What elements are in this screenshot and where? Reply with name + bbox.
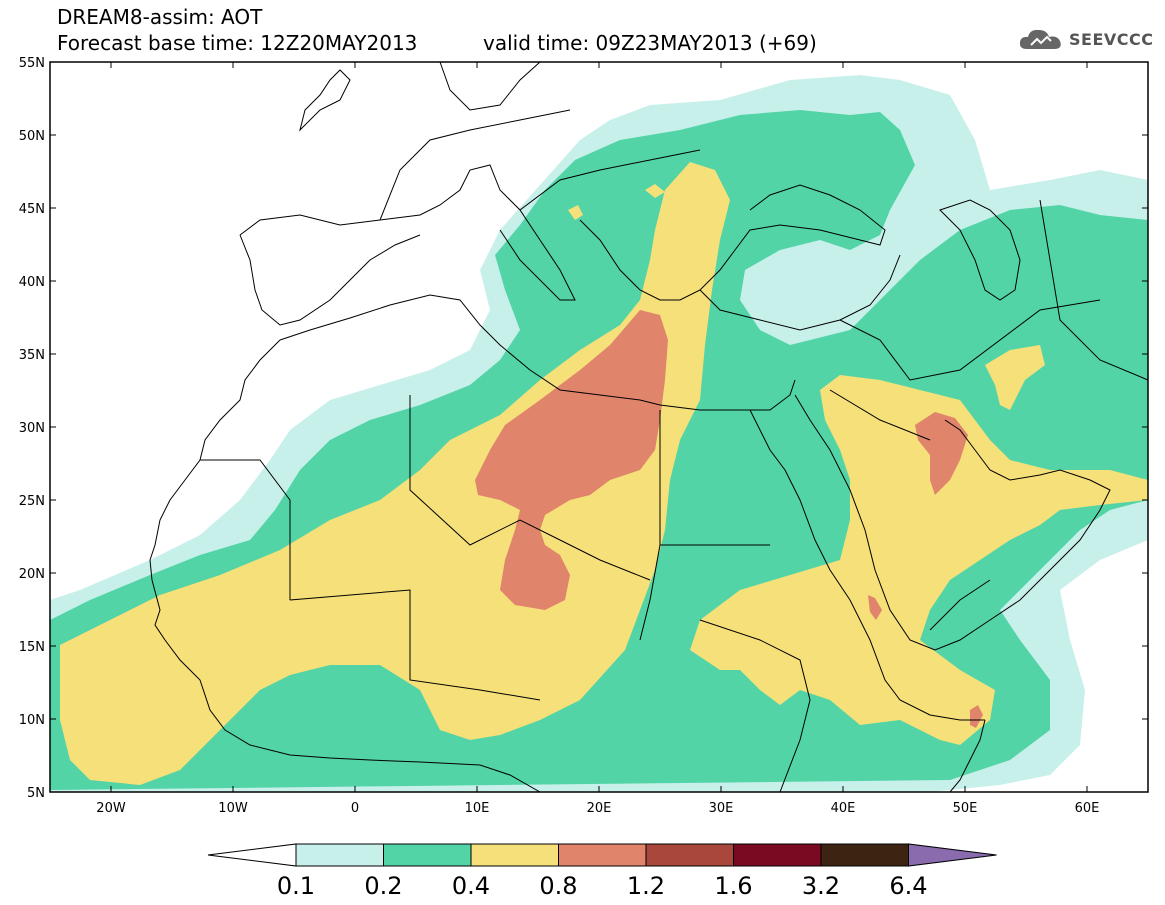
contour-0.8: [475, 310, 668, 610]
forecast-base-time: Forecast base time: 12Z20MAY2013: [57, 31, 418, 55]
colorbar-label: 3.2: [802, 872, 840, 900]
colorbar-segment: [295, 843, 384, 867]
map-title: DREAM8-assim: AOT: [57, 5, 263, 29]
border-sahara-1: [409, 395, 561, 546]
lat-label: 15N: [19, 640, 45, 655]
lon-label: 30E: [709, 801, 734, 816]
lon-label: 60E: [1075, 801, 1100, 816]
colorbar-label: 0.1: [277, 872, 315, 900]
colorbar-segment: [470, 843, 559, 867]
lat-label: 30N: [19, 421, 45, 436]
lon-label: 10E: [465, 801, 490, 816]
lat-label: 40N: [19, 275, 45, 290]
colorbar-segment: [733, 843, 822, 867]
border-sahara-2: [200, 459, 291, 600]
lon-label: 20W: [96, 801, 126, 816]
lat-label: 10N: [19, 713, 45, 728]
coastline-africa-west: [149, 339, 541, 792]
border-sahara-3: [639, 410, 661, 641]
contour-0.4-italy: [568, 205, 583, 220]
lon-label: 10W: [218, 801, 248, 816]
contour-0.8-somalia: [970, 705, 983, 728]
lat-label: 25N: [19, 494, 45, 509]
coastline-turkey: [699, 254, 901, 331]
seevccc-logo: SEEVCCC: [1017, 24, 1154, 54]
colorbar: 0.1 0.2 0.4 0.8 1.2 1.6 3.2 6.4: [207, 843, 997, 900]
lon-label: 0: [351, 801, 359, 816]
colorbar-segment: [558, 843, 647, 867]
border-arabia-1: [829, 389, 931, 441]
colorbar-label: 0.4: [452, 872, 490, 900]
lat-label: 20N: [19, 567, 45, 582]
border-west-africa: [289, 589, 541, 701]
lat-label: 35N: [19, 348, 45, 363]
colorbar-segment: [820, 843, 909, 867]
coastline-uk: [299, 69, 351, 132]
colorbar-label: 1.6: [714, 872, 752, 900]
coastline-caspian: [939, 199, 1021, 301]
logo-text: SEEVCCC: [1069, 29, 1154, 49]
lon-label: 20E: [587, 801, 612, 816]
coastlines: [149, 62, 1148, 792]
lat-label: 5N: [27, 786, 45, 801]
coastline-arabia: [794, 394, 1111, 651]
aot-contours: [50, 75, 1148, 792]
lat-label: 45N: [19, 202, 45, 217]
colorbar-label: 1.2: [627, 872, 665, 900]
lon-label: 40E: [831, 801, 856, 816]
coastline-north-africa: [279, 294, 796, 411]
contour-0.4-arabia: [690, 375, 1148, 745]
contour-0.4: [60, 162, 730, 785]
lat-axis: 55N 50N 45N 40N 35N 30N 25N 20N 15N 10N 5N: [19, 56, 1148, 801]
lon-label: 50E: [953, 801, 978, 816]
contour-0.4-blob: [985, 345, 1045, 410]
colorbar-left-arrow: [207, 843, 297, 867]
valid-time: valid time: 09Z23MAY2013 (+69): [483, 31, 817, 55]
contour-0.8-gulf: [915, 412, 968, 495]
coastline-balkans: [579, 184, 886, 301]
colorbar-segment: [645, 843, 734, 867]
border-sahel: [559, 539, 651, 581]
coastline-horn: [949, 719, 986, 792]
lat-label: 50N: [19, 129, 45, 144]
coastline-red-sea-west: [749, 409, 985, 721]
colorbar-label: 0.2: [364, 872, 402, 900]
border-europe-1: [379, 109, 571, 221]
colorbar-segment: [383, 843, 472, 867]
coastline-europe: [239, 164, 576, 301]
colorbar-right-arrow: [908, 843, 997, 867]
border-middle-east: [839, 299, 1101, 381]
lat-label: 55N: [19, 56, 45, 71]
cloud-logo-icon: [1019, 29, 1061, 49]
colorbar-label: 0.8: [539, 872, 577, 900]
colorbar-label: 6.4: [889, 872, 927, 900]
lon-axis: 20W 10W 0 10E 20E 30E 40E 50E 60E: [96, 62, 1099, 816]
border-iran: [1039, 199, 1148, 381]
contour-0.4-west: [645, 184, 665, 198]
border-east-africa: [699, 619, 811, 792]
border-europe-2: [519, 149, 701, 211]
contour-0.8-yemen: [868, 595, 882, 620]
border-arabia-2: [929, 579, 991, 631]
coastline-iberia: [239, 234, 421, 326]
coastline-scandinavia: [439, 62, 541, 111]
